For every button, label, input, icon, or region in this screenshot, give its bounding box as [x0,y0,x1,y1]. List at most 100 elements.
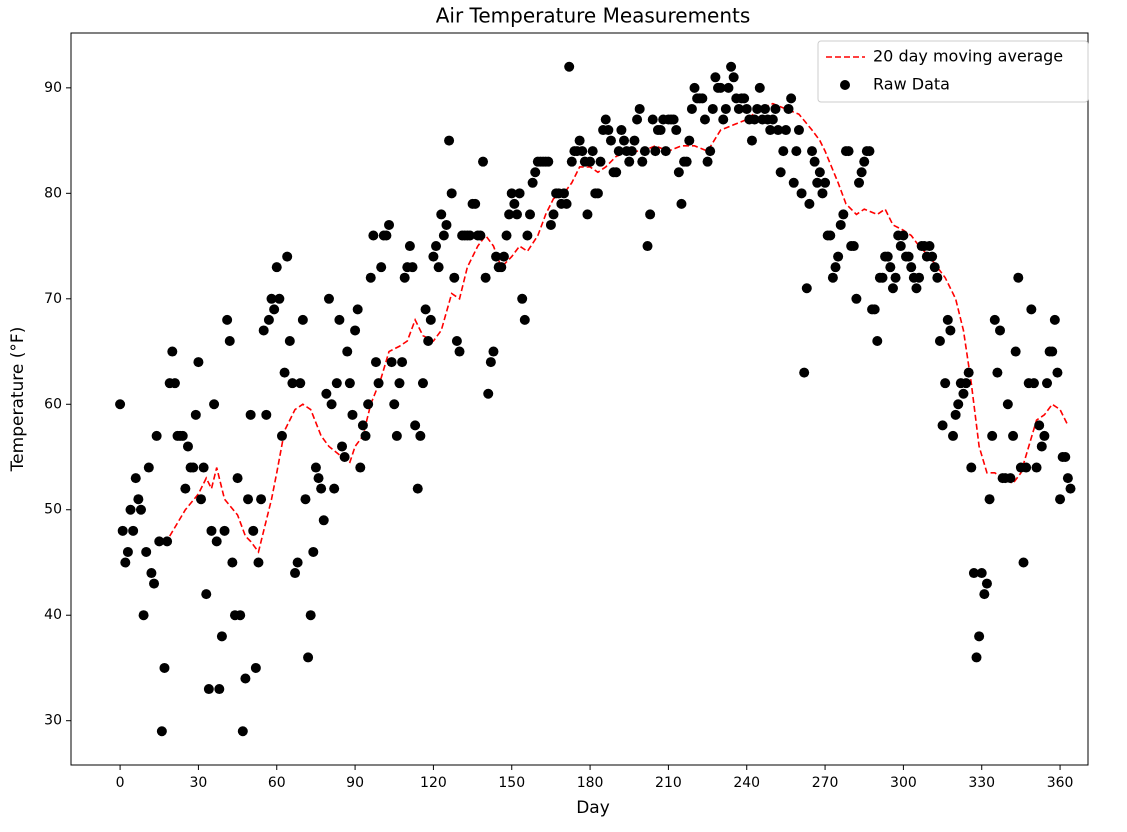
data-point [890,272,901,283]
data-point [363,399,374,410]
data-point [968,568,979,579]
data-point [574,135,585,146]
data-point [326,399,337,410]
data-point [169,378,180,389]
x-tick-label: 270 [812,775,839,791]
data-point [143,462,154,473]
data-point [404,241,415,252]
data-point [365,272,376,283]
data-point [344,378,355,389]
data-point [958,388,969,399]
data-point [188,462,199,473]
data-point [895,241,906,252]
data-point [940,378,951,389]
y-tick-label: 60 [44,396,62,412]
data-point [859,156,870,167]
data-point [496,262,507,273]
data-point [976,568,987,579]
data-point [128,525,139,536]
data-point [287,378,298,389]
data-point [339,452,350,463]
data-point [167,346,178,357]
data-point [527,177,538,188]
data-point [885,262,896,273]
data-point [120,557,131,568]
data-point [279,367,290,378]
data-point [506,188,517,199]
data-point [334,314,345,325]
data-point [449,272,460,283]
data-point [825,230,836,241]
data-point [441,219,452,230]
data-point [966,462,977,473]
data-point [146,568,157,579]
data-point [475,230,486,241]
data-point [945,325,956,336]
data-point [942,314,953,325]
data-point [355,462,366,473]
legend-box [817,40,1089,103]
data-point [1018,557,1029,568]
data-point [235,610,246,621]
data-point [830,262,841,273]
data-point [728,72,739,83]
data-point [284,335,295,346]
data-point [799,367,810,378]
data-point [352,304,363,315]
data-point [961,378,972,389]
y-axis-label: Temperature (°F) [8,327,28,473]
data-point [360,430,371,441]
data-point [807,146,818,157]
data-point [263,314,274,325]
data-point [196,494,207,505]
data-point [817,188,828,199]
data-point [321,388,332,399]
data-point [182,441,193,452]
data-point [117,525,128,536]
data-point [898,230,909,241]
data-point [833,251,844,262]
x-tick-label: 180 [577,775,604,791]
y-tick-label: 90 [44,80,62,96]
y-tick-label: 80 [44,185,62,201]
x-tick-label: 60 [268,775,286,791]
plot-area [115,61,1076,737]
data-point [180,483,191,494]
data-point [190,409,201,420]
x-tick-label: 150 [498,775,525,791]
data-point [384,219,395,230]
data-point [1062,473,1073,484]
data-point [316,483,327,494]
data-point [295,378,306,389]
data-point [428,251,439,262]
data-point [313,473,324,484]
data-point [548,209,559,220]
data-point [660,146,671,157]
data-point [995,325,1006,336]
data-point [357,420,368,431]
data-point [820,177,831,188]
data-point [290,568,301,579]
data-point [739,93,750,104]
data-point [282,251,293,262]
x-tick-label: 240 [733,775,760,791]
data-point [300,494,311,505]
x-tick-label: 90 [346,775,364,791]
x-tick-label: 360 [1047,775,1074,791]
data-point [851,293,862,304]
data-point [911,283,922,294]
data-point [684,135,695,146]
data-point [227,557,238,568]
legend: 20 day moving average Raw Data [817,40,1089,103]
data-point [778,146,789,157]
data-point [619,135,630,146]
data-point [329,483,340,494]
data-point [1026,304,1037,315]
data-point [934,335,945,346]
data-point [543,156,554,167]
data-point [788,177,799,188]
data-point [733,103,744,114]
data-point [668,114,679,125]
data-point [245,409,256,420]
